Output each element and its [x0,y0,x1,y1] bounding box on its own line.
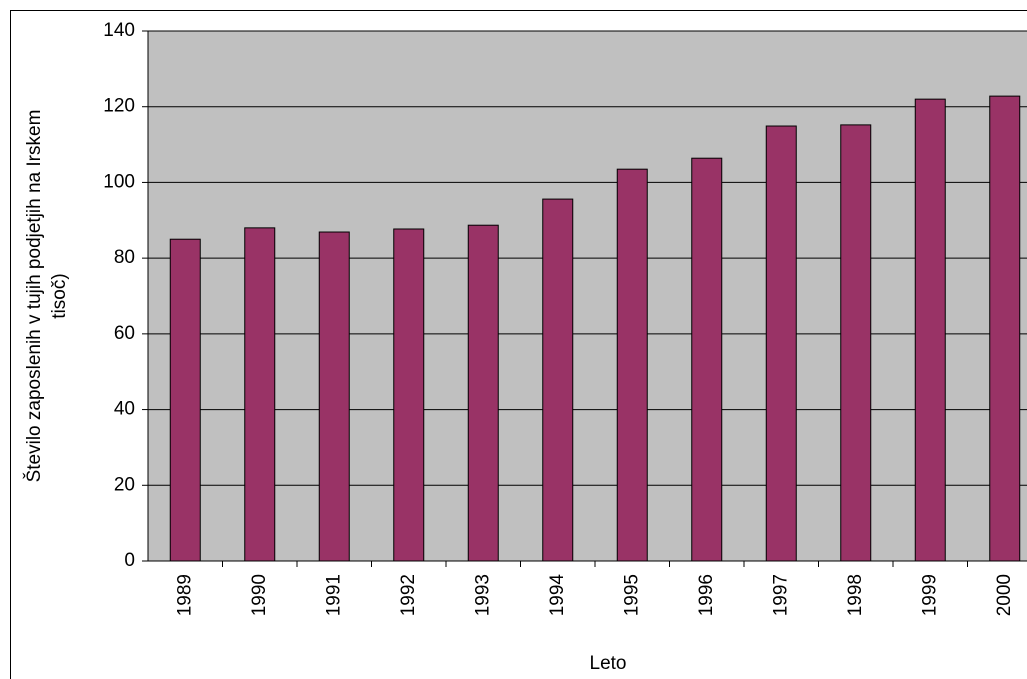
bar [542,198,574,562]
bar [989,95,1021,562]
bar [840,124,872,562]
x-tick-label: 1991 [323,574,344,616]
bar [318,231,350,562]
x-tick-label: 1998 [845,574,866,616]
x-tick-label: 1993 [472,574,493,616]
bar [616,168,648,562]
bar [765,125,797,562]
bar [467,224,499,562]
y-tick-label: 80 [114,247,135,268]
y-tick-label: 120 [103,96,135,117]
bar [169,238,201,562]
y-tick-label: 140 [103,20,135,41]
x-tick-label: 1989 [174,574,195,616]
y-tick-label: 60 [114,323,135,344]
x-tick-label: 1990 [249,574,270,616]
y-axis-label: tisoč) [49,273,70,318]
x-tick-label: 2000 [994,574,1015,616]
y-tick-label: 40 [114,399,135,420]
x-tick-label: 1997 [770,574,791,616]
y-tick-label: 20 [114,474,135,495]
bar [244,227,276,562]
x-tick-label: 1992 [398,574,419,616]
x-tick-label: 1999 [919,574,940,616]
x-tick-label: 1994 [547,574,568,617]
bar [691,157,723,562]
x-axis-label: Leto [590,653,627,674]
bar [914,98,946,562]
bar [393,228,425,562]
plot-area [147,30,1027,562]
x-tick-label: 1996 [696,574,717,616]
y-axis-label: Število zaposlenih v tujih podjetjih na … [23,110,45,483]
y-tick-label: 100 [103,171,135,192]
y-tick-label: 0 [124,550,135,571]
x-tick-label: 1995 [621,574,642,616]
